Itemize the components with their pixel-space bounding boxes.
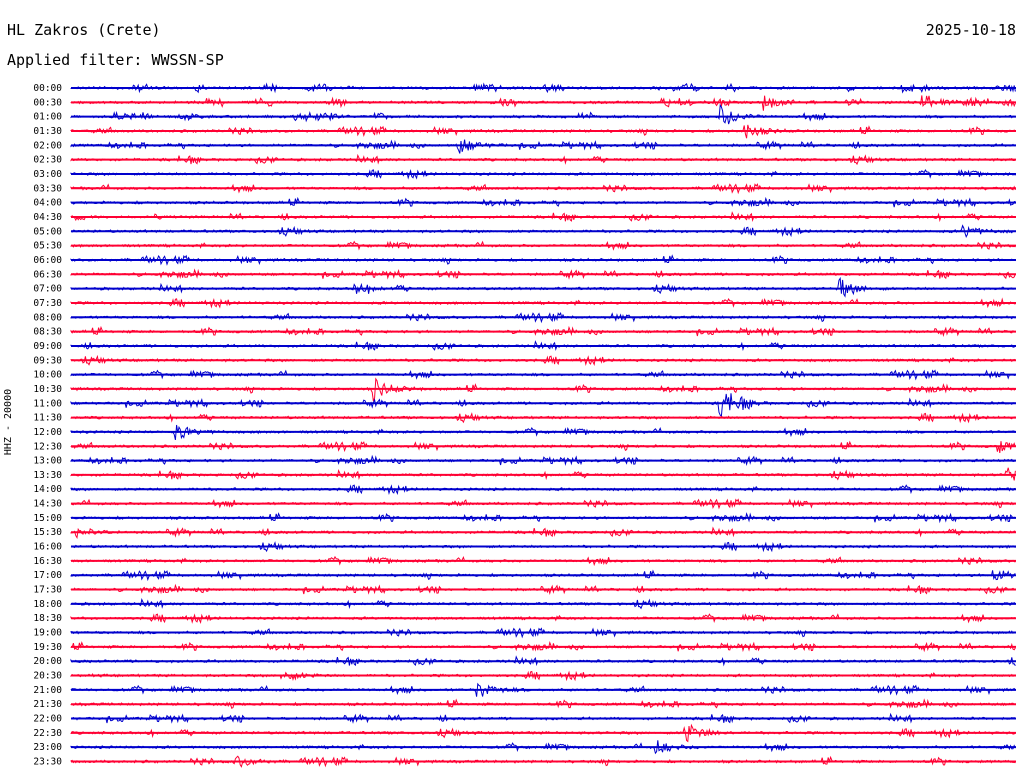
- row-time-label: 03:30: [33, 183, 62, 194]
- row-time-label: 12:00: [33, 427, 62, 438]
- row-time-label: 14:30: [33, 499, 62, 510]
- row-time-label: 16:30: [33, 556, 62, 567]
- row-time-label: 12:30: [33, 441, 62, 452]
- trace-row: [70, 377, 1016, 402]
- row-time-label: 01:30: [33, 126, 62, 137]
- row-time-label: 22:00: [33, 714, 62, 725]
- row-time-label: 06:30: [33, 269, 62, 280]
- row-time-label: 17:30: [33, 585, 62, 596]
- station-title: HL Zakros (Crete): [7, 21, 161, 39]
- row-time-label: 18:00: [33, 599, 62, 610]
- row-time-label: 02:30: [33, 155, 62, 166]
- row-time-label: 03:00: [33, 169, 62, 180]
- row-time-label: 17:00: [33, 570, 62, 581]
- row-time-label: 23:00: [33, 742, 62, 753]
- row-time-label: 21:30: [33, 699, 62, 710]
- row-time-label: 10:30: [33, 384, 62, 395]
- row-time-label: 13:00: [33, 456, 62, 467]
- row-time-label: 13:30: [33, 470, 62, 481]
- row-time-label: 07:00: [33, 284, 62, 295]
- trace-row: [70, 276, 1016, 298]
- row-time-label: 18:30: [33, 613, 62, 624]
- row-time-label: 00:30: [33, 97, 62, 108]
- row-time-label: 04:30: [33, 212, 62, 223]
- row-time-label: 20:30: [33, 671, 62, 682]
- row-time-label: 09:30: [33, 355, 62, 366]
- row-time-label: 09:00: [33, 341, 62, 352]
- row-time-label: 20:00: [33, 656, 62, 667]
- row-time-label: 15:30: [33, 527, 62, 538]
- row-time-label: 00:00: [33, 83, 62, 94]
- row-time-label: 19:00: [33, 628, 62, 639]
- row-time-label: 23:30: [33, 757, 62, 768]
- row-time-label: 01:00: [33, 112, 62, 123]
- row-time-label: 19:30: [33, 642, 62, 653]
- row-time-label: 16:00: [33, 542, 62, 553]
- row-time-label: 05:00: [33, 226, 62, 237]
- row-time-label: 21:00: [33, 685, 62, 696]
- trace-row: [70, 103, 1016, 125]
- row-time-label: 14:00: [33, 484, 62, 495]
- filter-label: Applied filter: WWSSN-SP: [7, 51, 224, 69]
- row-time-label: 08:30: [33, 327, 62, 338]
- trace-row: [70, 139, 1016, 154]
- row-time-label: 08:00: [33, 312, 62, 323]
- trace-row: [70, 393, 1016, 418]
- row-time-label: 02:00: [33, 140, 62, 151]
- row-time-label: 04:00: [33, 198, 62, 209]
- row-time-label: 05:30: [33, 241, 62, 252]
- row-time-label: 11:00: [33, 398, 62, 409]
- row-time-label: 06:00: [33, 255, 62, 266]
- row-time-label: 10:00: [33, 370, 62, 381]
- date-label: 2025-10-18: [925, 21, 1016, 39]
- row-time-label: 22:30: [33, 728, 62, 739]
- row-time-label: 07:30: [33, 298, 62, 309]
- row-time-label: 15:00: [33, 513, 62, 524]
- row-time-label: 11:30: [33, 413, 62, 424]
